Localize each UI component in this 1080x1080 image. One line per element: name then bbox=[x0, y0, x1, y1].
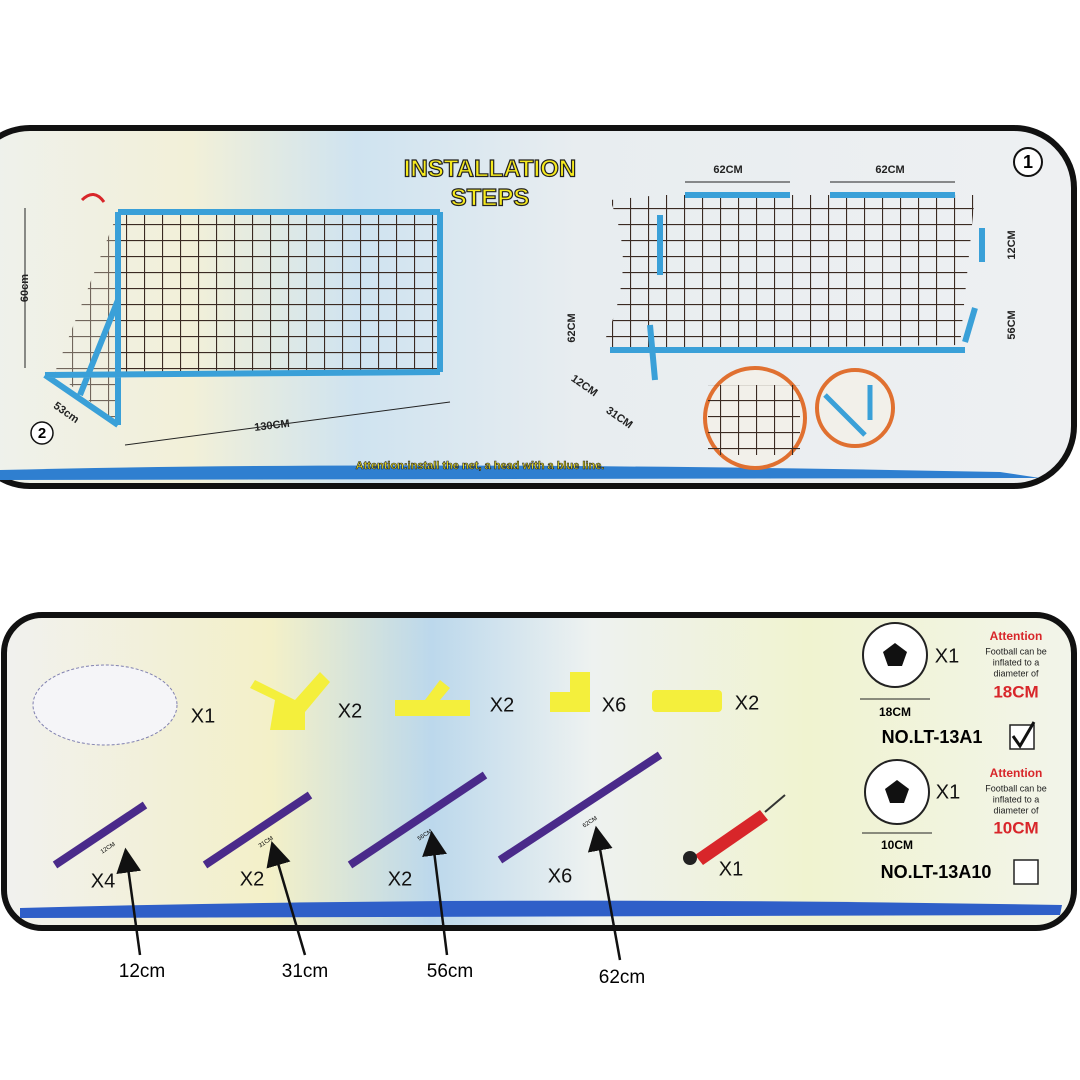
title: STEPS bbox=[451, 184, 530, 211]
step-badge bbox=[1013, 147, 1043, 177]
straight-connector bbox=[652, 690, 722, 712]
dimension-label: 62CM bbox=[875, 164, 904, 176]
t-connector bbox=[250, 672, 330, 730]
note-line: inflated to a bbox=[993, 794, 1040, 804]
callout-arrow bbox=[422, 830, 449, 956]
ball-patch bbox=[883, 643, 907, 666]
note-line: diameter of bbox=[993, 668, 1039, 678]
quantity: X1 bbox=[191, 705, 215, 727]
detail-circle bbox=[815, 368, 895, 448]
dimension-label: 62CM bbox=[713, 164, 742, 176]
quantity: X4 bbox=[91, 870, 115, 892]
t-connector bbox=[395, 680, 470, 716]
note-line: diameter of bbox=[993, 805, 1039, 815]
step-number: 2 bbox=[38, 425, 46, 442]
assembly-diagram: 62CM 62CM 12CM 56CM 62CM 12CM 31CM bbox=[566, 164, 1018, 470]
quantity: X1 bbox=[936, 781, 960, 803]
attention-heading: Attention bbox=[990, 629, 1043, 643]
net-bundle bbox=[32, 664, 178, 746]
quantity: X2 bbox=[240, 868, 264, 890]
dimension-label: 62CM bbox=[566, 313, 578, 342]
ball-patch bbox=[885, 780, 909, 803]
callout-arrow bbox=[587, 825, 622, 961]
size-label: 10CM bbox=[881, 838, 913, 852]
callout-label: 62cm bbox=[599, 967, 645, 988]
callout-label: 56cm bbox=[427, 961, 473, 982]
quantity: X6 bbox=[602, 694, 626, 716]
title: INSTALLATION bbox=[404, 155, 576, 182]
blue-stripe bbox=[20, 900, 1062, 918]
frame-tubes bbox=[823, 385, 873, 437]
callouts: 12cm 31cm 56cm 62cm bbox=[116, 825, 645, 988]
model-number: NO.LT-13A1 bbox=[882, 727, 983, 747]
attention-heading: Attention bbox=[990, 766, 1043, 780]
checkmark bbox=[1011, 721, 1036, 749]
frame-tubes bbox=[610, 192, 985, 381]
pump-hose bbox=[764, 794, 786, 813]
callout-arrow bbox=[266, 841, 307, 956]
parts-panel: X1 X2 X2 X6 X2 12CM X4 31CM X2 56CM X2 6… bbox=[1, 612, 1077, 931]
callout-label: 12cm bbox=[119, 961, 165, 982]
step-badge bbox=[30, 421, 54, 445]
size-label: 18CM bbox=[879, 705, 911, 719]
checkbox bbox=[1013, 859, 1039, 885]
note-line: Football can be bbox=[985, 783, 1047, 793]
quantity: X2 bbox=[388, 868, 412, 890]
step-number: 1 bbox=[1023, 152, 1033, 172]
diameter: 10CM bbox=[993, 818, 1038, 837]
tube-bar bbox=[52, 801, 148, 869]
dimension-label: 12CM bbox=[1006, 230, 1018, 259]
attention-note: Attention:install the net, a head with a… bbox=[356, 460, 605, 472]
quantity: X1 bbox=[719, 858, 743, 880]
blue-stripe bbox=[0, 465, 1040, 480]
callout-label: 31cm bbox=[282, 961, 328, 982]
dimension-label: 56CM bbox=[1006, 310, 1018, 339]
pump-handle bbox=[683, 851, 697, 865]
dimension-label: 60cm bbox=[19, 274, 31, 302]
quantity: X2 bbox=[490, 694, 514, 716]
pump bbox=[695, 810, 768, 865]
diameter: 18CM bbox=[993, 682, 1038, 701]
elbow-connector bbox=[550, 672, 590, 712]
quantity: X2 bbox=[338, 700, 362, 722]
tube: 31CM X2 bbox=[202, 791, 313, 890]
tube-bar bbox=[347, 771, 488, 869]
quantity: X6 bbox=[548, 865, 572, 887]
callout-arrow bbox=[116, 847, 142, 956]
rotate-arrow bbox=[80, 193, 106, 203]
model-number: NO.LT-13A10 bbox=[881, 862, 992, 882]
net bbox=[600, 195, 975, 350]
goal-diagram: 60cm 53cm 130CM bbox=[19, 193, 451, 446]
tube-bar bbox=[497, 751, 663, 864]
net bbox=[708, 385, 800, 455]
note-line: Football can be bbox=[985, 646, 1047, 656]
dimension-line bbox=[124, 401, 451, 446]
dimension-label: 130CM bbox=[254, 418, 291, 434]
quantity: X2 bbox=[735, 692, 759, 714]
note-line: inflated to a bbox=[993, 657, 1040, 667]
quantity: X1 bbox=[935, 645, 959, 667]
net bbox=[118, 212, 440, 372]
frame-tubes bbox=[43, 209, 443, 428]
installation-panel: INSTALLATION STEPS 1 2 60cm 53cm 130CM 6… bbox=[0, 125, 1077, 489]
tube-bar bbox=[202, 791, 313, 869]
